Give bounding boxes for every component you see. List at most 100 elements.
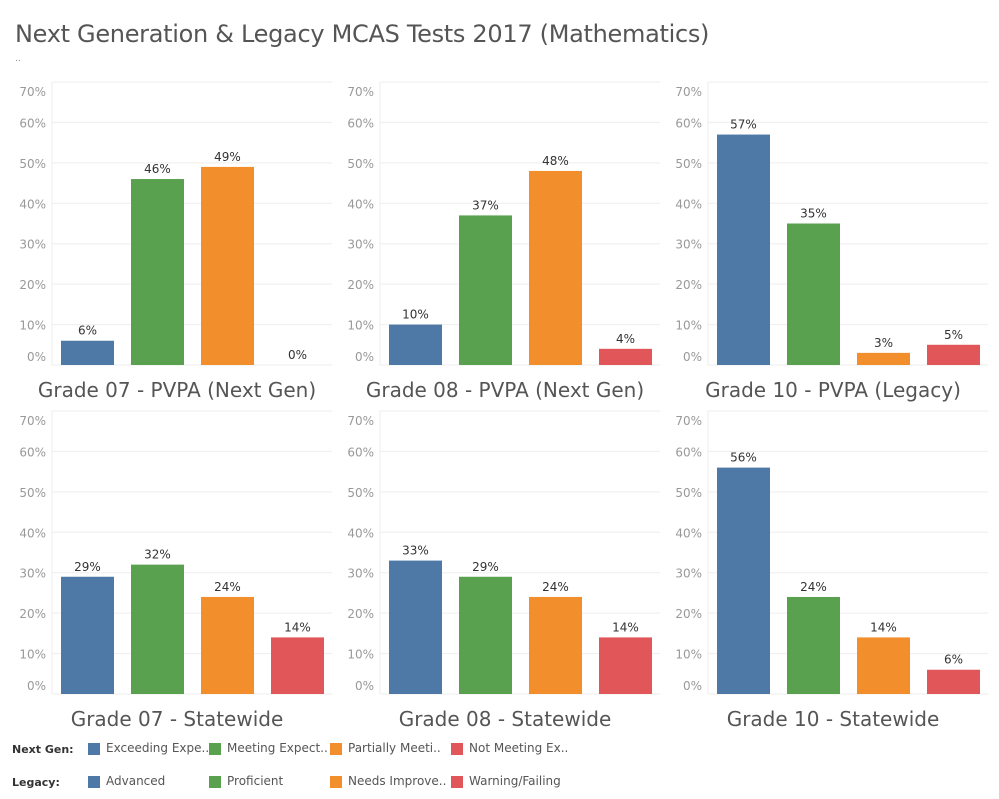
legend-legacy-label: Legacy: [12, 776, 60, 789]
data-label: 0% [288, 348, 307, 362]
data-label: 33% [402, 544, 429, 558]
dashboard-title: Next Generation & Legacy MCAS Tests 2017… [15, 20, 710, 48]
data-label: 14% [284, 620, 311, 634]
bar [389, 324, 442, 365]
data-label: 4% [616, 332, 635, 346]
bar [61, 576, 114, 694]
data-label: 14% [612, 620, 639, 634]
legend-swatch[interactable] [88, 743, 100, 755]
panel-title: Grade 07 - PVPA (Next Gen) [38, 378, 316, 402]
legend-swatch[interactable] [209, 776, 221, 788]
y-tick-label: 30% [19, 567, 46, 581]
y-tick-label: 40% [19, 197, 46, 211]
y-tick-label: 20% [675, 278, 702, 292]
subtitle: .. [15, 54, 21, 64]
bar [201, 166, 254, 365]
y-tick-label: 10% [347, 648, 374, 662]
bar [857, 637, 910, 694]
y-tick-label: 10% [675, 648, 702, 662]
bar [271, 637, 324, 694]
y-tick-label: 60% [19, 445, 46, 459]
bar [717, 467, 770, 694]
y-tick-label: 40% [675, 526, 702, 540]
y-tick-label: 60% [347, 116, 374, 130]
legend-swatch[interactable] [88, 776, 100, 788]
bar [787, 223, 840, 365]
y-tick-label: 30% [347, 567, 374, 581]
data-label: 57% [730, 118, 757, 132]
y-tick-label: 10% [19, 648, 46, 662]
y-tick-label: 0% [27, 679, 46, 693]
bar [131, 179, 184, 365]
data-label: 56% [730, 451, 757, 465]
y-tick-label: 30% [675, 238, 702, 252]
y-tick-label: 70% [19, 85, 46, 99]
bar [857, 352, 910, 365]
bar [927, 344, 980, 365]
legend-item-label[interactable]: Needs Improve.. [348, 774, 447, 788]
legend-swatch[interactable] [330, 776, 342, 788]
bar [927, 669, 980, 694]
y-tick-label: 40% [675, 197, 702, 211]
legend-item-label[interactable]: Partially Meeti.. [348, 741, 441, 755]
y-tick-label: 50% [347, 486, 374, 500]
y-tick-label: 70% [19, 414, 46, 428]
charts-area: 0% 10% 20% 30% 40% 50% 60% 70% 6% 46% 49% 0% Grade 0… [19, 81, 988, 731]
y-tick-label: 30% [19, 238, 46, 252]
y-tick-label: 0% [683, 679, 702, 693]
y-tick-label: 50% [347, 157, 374, 171]
y-tick-label: 50% [19, 157, 46, 171]
y-tick-label: 20% [19, 278, 46, 292]
legend-item-label[interactable]: Meeting Expect.. [227, 741, 328, 755]
y-tick-label: 20% [347, 278, 374, 292]
panel-title: Grade 08 - Statewide [399, 707, 612, 731]
y-tick-label: 0% [683, 350, 702, 364]
y-tick-label: 40% [19, 526, 46, 540]
data-label: 48% [542, 154, 569, 168]
bar [599, 348, 652, 365]
data-label: 10% [402, 308, 429, 322]
y-tick-label: 60% [347, 445, 374, 459]
y-tick-label: 50% [675, 486, 702, 500]
legend-swatch[interactable] [330, 743, 342, 755]
legend-swatch[interactable] [451, 743, 463, 755]
data-label: 46% [144, 162, 171, 176]
y-tick-label: 10% [347, 319, 374, 333]
data-label: 6% [944, 653, 963, 667]
y-tick-label: 60% [19, 116, 46, 130]
legend-item-label[interactable]: Not Meeting Ex.. [469, 741, 569, 755]
data-label: 24% [542, 580, 569, 594]
data-label: 49% [214, 150, 241, 164]
panel-title: Grade 10 - Statewide [727, 707, 940, 731]
data-label: 24% [800, 580, 827, 594]
y-tick-label: 10% [675, 319, 702, 333]
legend-swatch[interactable] [209, 743, 221, 755]
y-tick-label: 60% [675, 445, 702, 459]
legend-swatch[interactable] [451, 776, 463, 788]
data-label: 24% [214, 580, 241, 594]
y-tick-label: 20% [19, 607, 46, 621]
data-label: 32% [144, 548, 171, 562]
legend-next-gen-label: Next Gen: [12, 743, 74, 756]
y-tick-label: 0% [355, 679, 374, 693]
y-tick-label: 0% [27, 350, 46, 364]
y-tick-label: 30% [675, 567, 702, 581]
data-label: 35% [800, 207, 827, 221]
y-tick-label: 50% [19, 486, 46, 500]
y-tick-label: 20% [675, 607, 702, 621]
data-label: 14% [870, 620, 897, 634]
y-tick-label: 20% [347, 607, 374, 621]
bar [201, 596, 254, 694]
data-label: 37% [472, 198, 499, 212]
legend-item-label[interactable]: Warning/Failing [469, 774, 561, 788]
panel-title: Grade 08 - PVPA (Next Gen) [366, 378, 644, 402]
bar [717, 134, 770, 365]
legend-item-label[interactable]: Advanced [106, 774, 166, 788]
legend-item-label[interactable]: Proficient [227, 774, 284, 788]
panel-title: Grade 10 - PVPA (Legacy) [705, 378, 961, 402]
y-tick-label: 70% [675, 85, 702, 99]
bar [389, 560, 442, 694]
legend-item-label[interactable]: Exceeding Expe.. [106, 741, 210, 755]
bar [599, 637, 652, 694]
bar [459, 215, 512, 365]
